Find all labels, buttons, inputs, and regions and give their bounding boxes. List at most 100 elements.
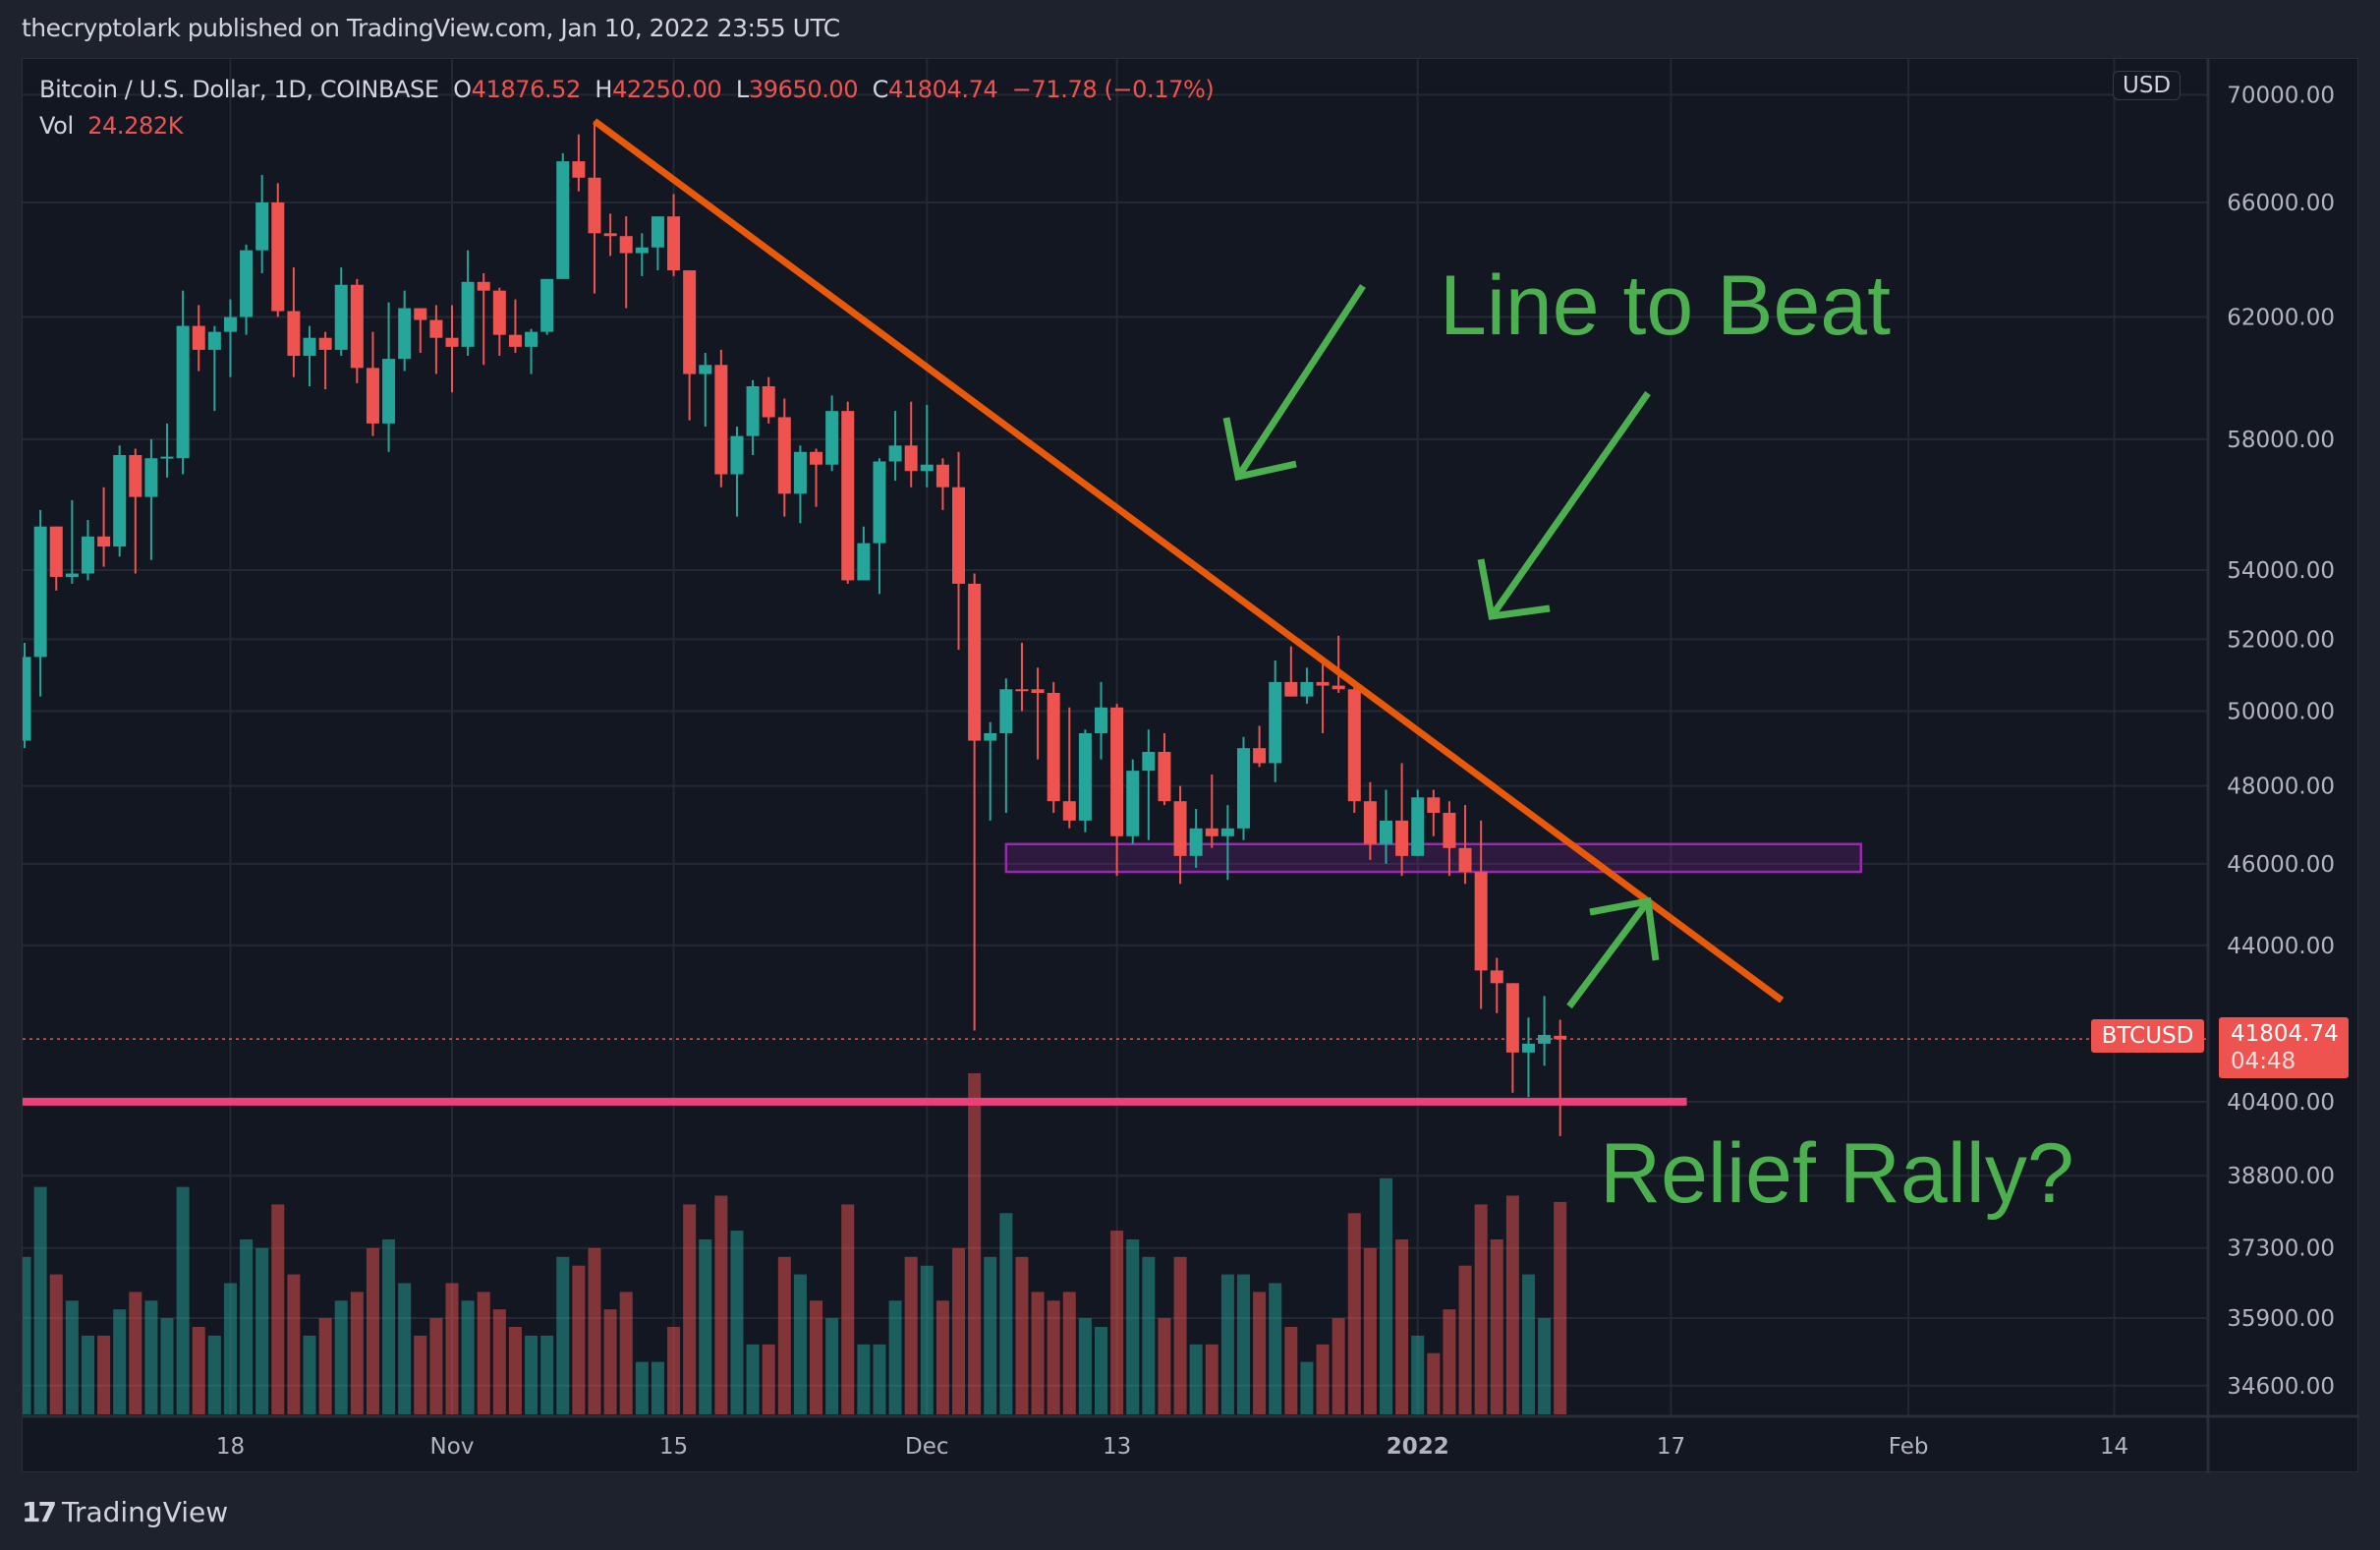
price-tick-label: 48000.00 (2227, 775, 2335, 800)
volume-bar (1110, 1231, 1124, 1414)
volume-bar (651, 1361, 664, 1414)
volume-bar (525, 1335, 538, 1414)
time-tick-label: Nov (430, 1434, 475, 1460)
candle-body (1220, 828, 1234, 836)
candle-body (873, 461, 886, 544)
volume-bar (777, 1256, 791, 1414)
low-label: L (735, 76, 749, 103)
candle-body (968, 583, 982, 741)
candle-body (984, 733, 997, 741)
volume-bar (825, 1318, 839, 1414)
candle-body (1189, 828, 1203, 856)
volume-bar (192, 1327, 205, 1414)
close-label: C (872, 76, 889, 103)
candle-body (683, 270, 697, 374)
price-tick-label: 38800.00 (2227, 1164, 2335, 1189)
candle-body (635, 247, 649, 254)
volume-bar (65, 1300, 79, 1414)
candle-body (730, 435, 744, 475)
annotation-arrow-icon (1566, 896, 1660, 1009)
candle-body (160, 456, 174, 459)
volume-bar (841, 1204, 855, 1414)
candle-body (1490, 970, 1503, 984)
volume-bar (603, 1309, 617, 1414)
candle-body (461, 281, 475, 347)
candle-body (1126, 771, 1140, 836)
candle-body (176, 325, 190, 459)
volume-bar (33, 1186, 47, 1414)
price-tick-label: 40400.00 (2227, 1090, 2335, 1116)
price-chart[interactable]: 70000.00 66000.00 62000.00 58000.00 54000.00… (23, 59, 2359, 1473)
ohlc-legend: Bitcoin / U.S. Dollar, 1D, COINBASE O418… (39, 76, 1215, 103)
volume-bar (1474, 1204, 1488, 1414)
volume-bar (1189, 1344, 1203, 1414)
volume-bar (508, 1327, 522, 1414)
support-zone-rectangle[interactable] (1004, 842, 1863, 874)
volume-bar (1427, 1352, 1441, 1414)
volume-bar (207, 1335, 221, 1414)
price-tick-label: 66000.00 (2227, 191, 2335, 216)
candle-body (525, 331, 538, 347)
candle-body (492, 290, 506, 335)
price-tick-label: 37300.00 (2227, 1236, 2335, 1262)
symbol-title[interactable]: Bitcoin / U.S. Dollar, 1D, COINBASE (39, 76, 439, 103)
candle-body (1047, 692, 1060, 802)
currency-badge[interactable]: USD (2113, 71, 2182, 100)
candle-body (777, 417, 791, 494)
time-tick-label: 2022 (1387, 1434, 1449, 1460)
price-tick-label: 54000.00 (2227, 558, 2335, 584)
candle-body (287, 311, 301, 357)
volume-bar (461, 1300, 475, 1414)
candle-body (810, 451, 823, 465)
descending-trendline[interactable] (592, 118, 1785, 1004)
candle-body (619, 236, 633, 254)
volume-bar (1237, 1274, 1250, 1414)
candle-body (97, 536, 111, 547)
symbol-price-label: BTCUSD (2091, 1019, 2204, 1053)
candle-body (429, 319, 443, 338)
volume-bar (714, 1195, 728, 1414)
volume-bar (968, 1072, 982, 1414)
price-tick-label: 44000.00 (2227, 934, 2335, 959)
candle-body (192, 325, 205, 350)
candle-body (1269, 681, 1282, 764)
volume-bar (144, 1300, 158, 1414)
candle-body (1521, 1043, 1535, 1053)
volume-bar (1158, 1318, 1171, 1414)
volume-bar (223, 1283, 237, 1414)
volume-bar (445, 1283, 459, 1414)
volume-bar (588, 1247, 601, 1414)
brand-name: TradingView (61, 1496, 229, 1528)
volume-bar (113, 1309, 127, 1414)
volume-bar (350, 1292, 364, 1414)
candle-body (556, 161, 570, 279)
chart-pane[interactable]: 70000.00 66000.00 62000.00 58000.00 54000.00… (22, 58, 2359, 1473)
candle-body (303, 337, 316, 357)
volume-bar (683, 1204, 697, 1414)
candle-body (699, 365, 712, 374)
candle-body (1332, 685, 1345, 690)
volume-bar (303, 1335, 316, 1414)
candle-body (1237, 748, 1250, 829)
candle-body (888, 445, 902, 462)
candle-body (667, 216, 681, 271)
candle-body (240, 250, 254, 317)
volume-bar (1269, 1283, 1282, 1414)
volume-bar (1284, 1327, 1298, 1414)
volume-bar (477, 1292, 490, 1414)
volume-bar (667, 1327, 681, 1414)
volume-bar (572, 1265, 586, 1414)
tradingview-logo[interactable]: 17 TradingView (22, 1496, 228, 1528)
open-label: O (453, 76, 472, 103)
volume-bar (952, 1247, 966, 1414)
volume-bar (762, 1344, 775, 1414)
candle-body (1031, 689, 1045, 693)
volume-bar (1458, 1265, 1472, 1414)
volume-bar (810, 1300, 823, 1414)
candle-body (904, 445, 918, 472)
time-tick-label: 13 (1103, 1434, 1131, 1460)
volume-bar (1253, 1292, 1267, 1414)
candle-body (1142, 751, 1156, 772)
candle-body (1015, 689, 1029, 692)
volume-bar (1062, 1292, 1076, 1414)
